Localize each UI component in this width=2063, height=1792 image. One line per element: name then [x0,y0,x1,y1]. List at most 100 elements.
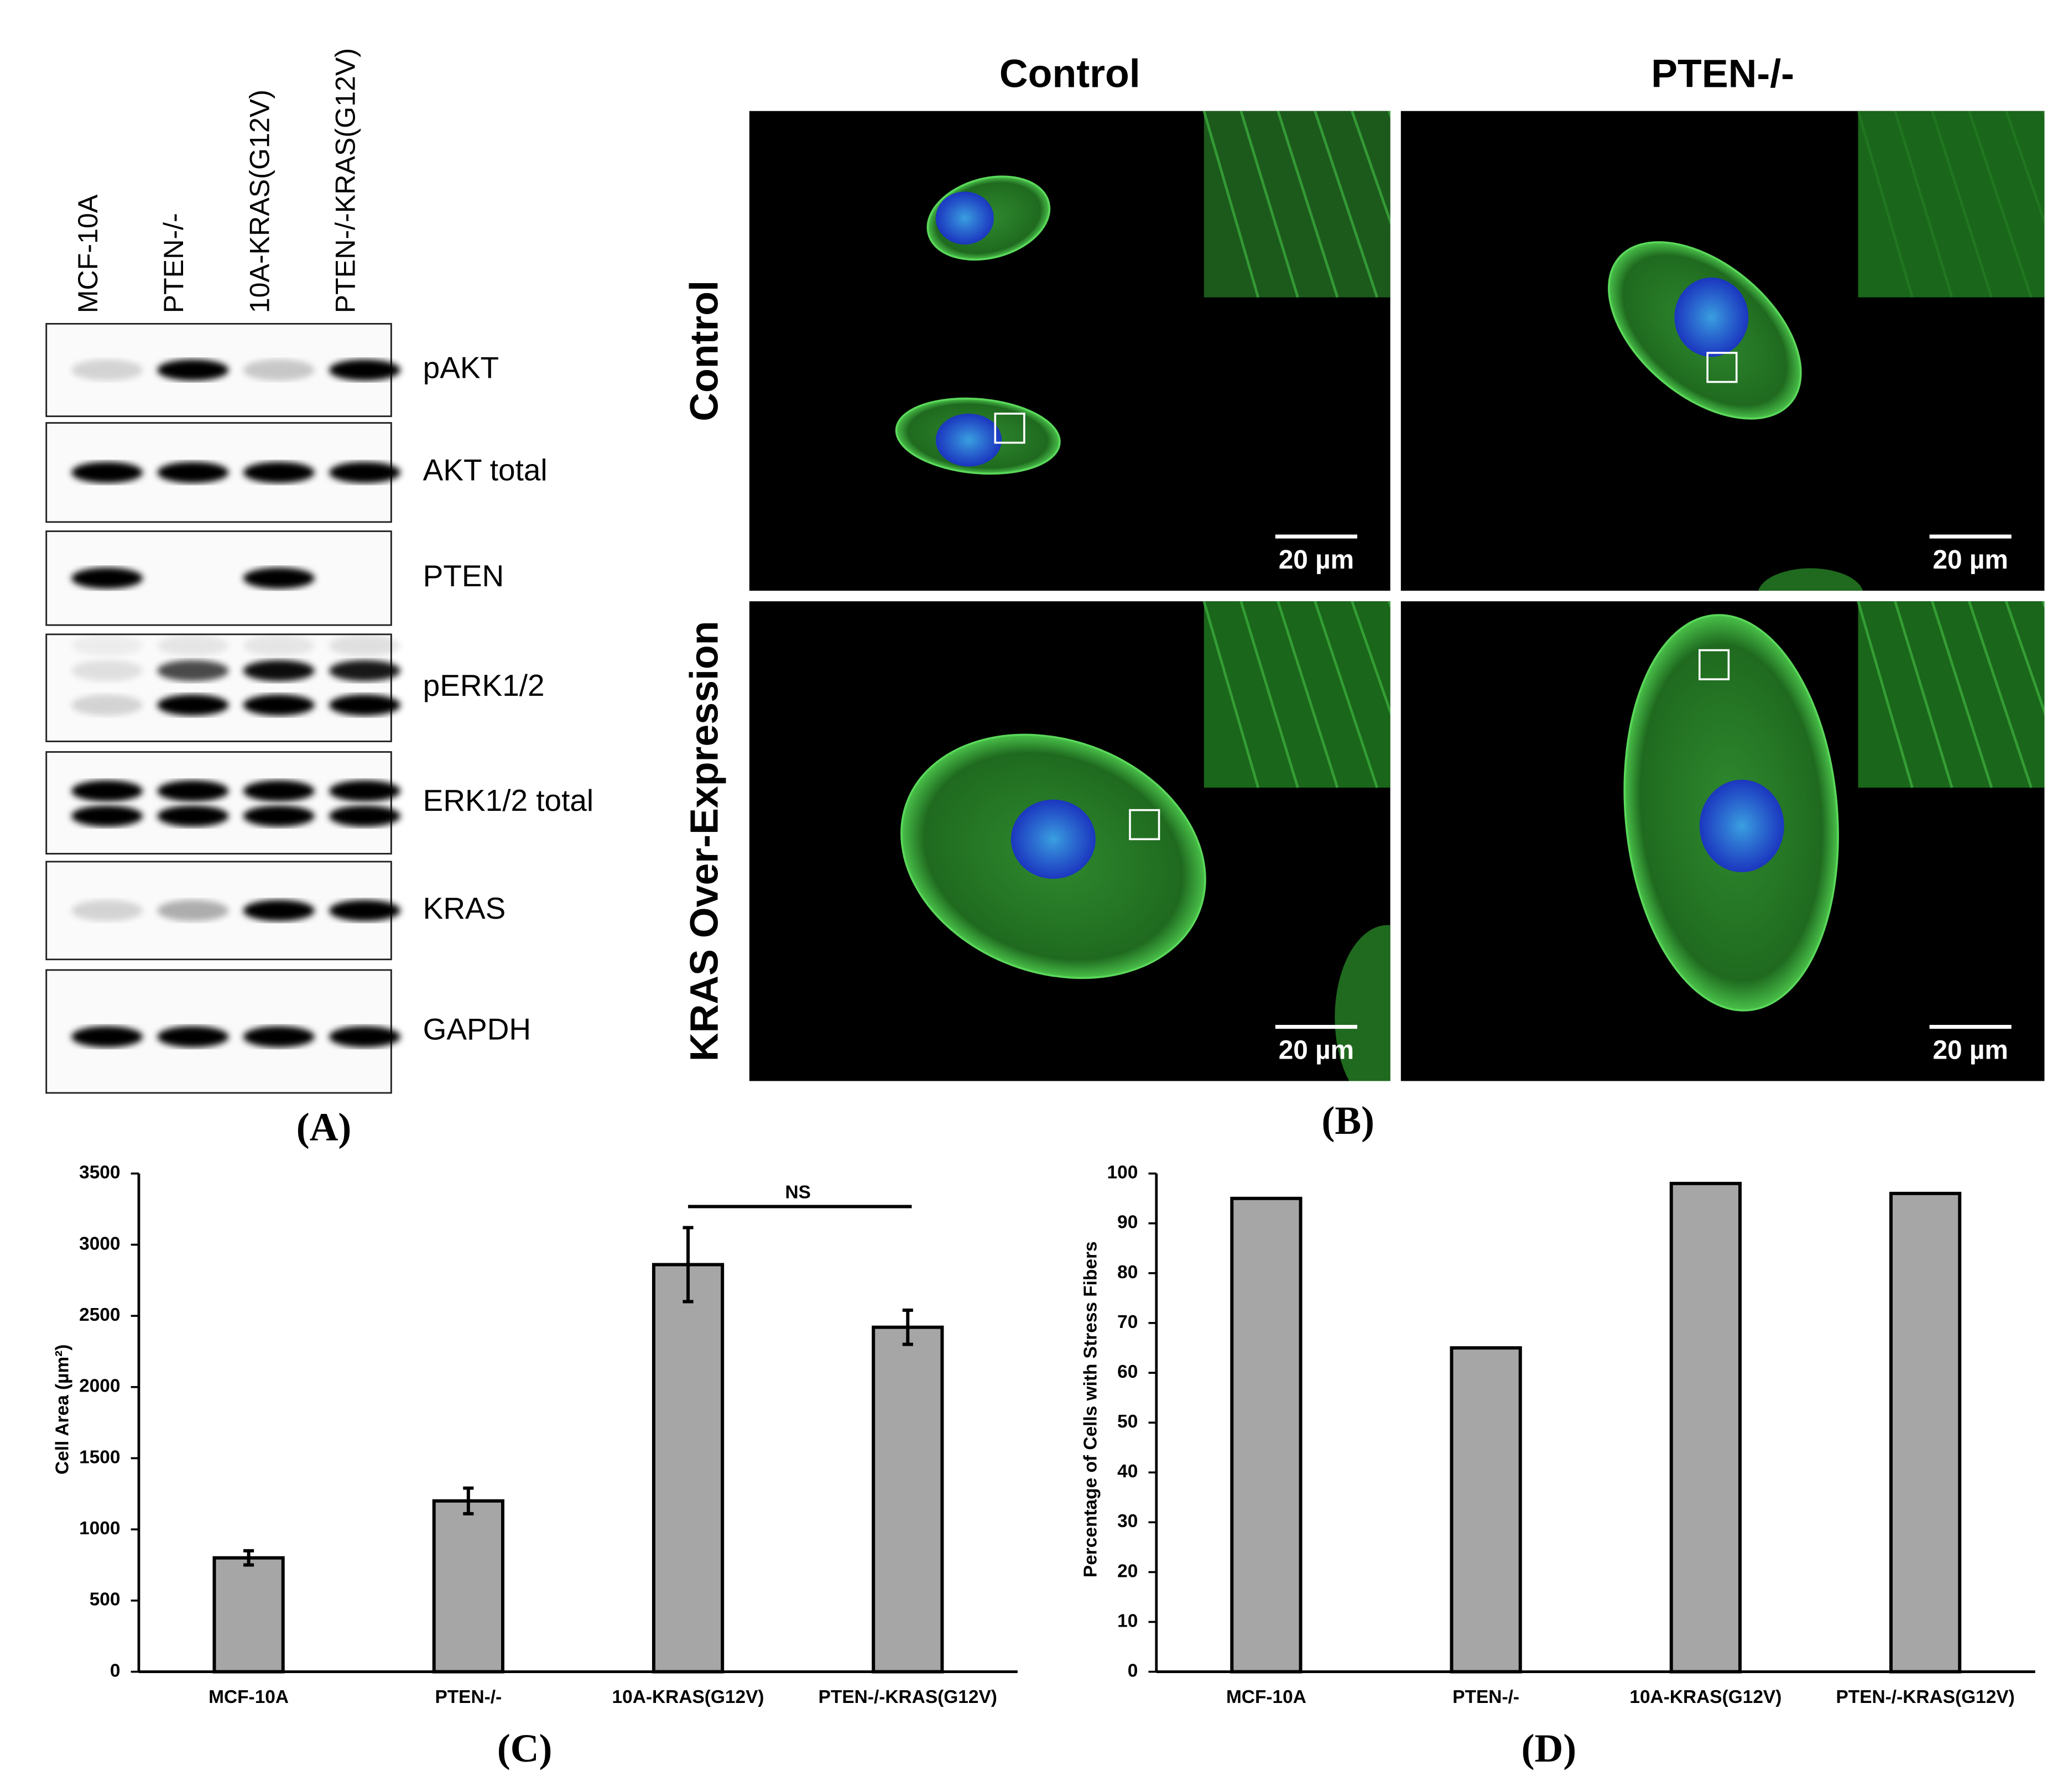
blot-band [157,462,229,483]
micrograph: 20 µm [1400,111,2045,591]
blot-band [71,567,143,589]
inset-fiber [1239,601,1299,788]
blot-band [243,359,315,381]
error-bar [902,1308,913,1346]
blot-band [157,359,229,381]
blot-band [71,635,143,657]
blot-band [157,805,229,827]
roi-box [1706,352,1738,383]
cell [1335,925,1390,1081]
micrograph: 20 µm [749,111,1390,591]
blot-band [243,635,315,657]
lane-label: PTEN-/- [158,213,189,313]
x-tick-label: 10A-KRAS(G12V) [612,1687,764,1707]
y-tick-label: 3000 [79,1233,120,1254]
blot-band [71,1026,143,1048]
inset-fiber [2004,601,2045,716]
inset-fiber [1314,601,1379,788]
blot-band [329,780,401,802]
y-tick-label: 10 [1117,1611,1138,1631]
y-tick-label: 60 [1117,1362,1138,1382]
column-title: Control [999,52,1140,96]
x-tick-label: PTEN-/- [1452,1687,1519,1707]
inset-fiber [2004,111,2045,226]
panel-label: (B) [1321,1098,1374,1143]
micrograph-content [1623,601,2045,1012]
blot-row-label: GAPDH [423,1012,531,1046]
panel-label: (C) [497,1726,553,1770]
blot-row-label: KRAS [423,891,506,925]
inset-fiber [1967,601,2033,788]
y-tick-label: 2000 [79,1376,120,1397]
x-tick-label: 10A-KRAS(G12V) [1629,1687,1781,1707]
inset [1858,111,2045,298]
blot-band [71,900,143,921]
inset-fiber [1931,601,1993,788]
blot-row-label: PTEN [423,559,504,593]
nucleus [1674,277,1749,357]
inset [1204,111,1390,298]
inset-fiber [1239,111,1299,298]
bar [1230,1196,1303,1674]
inset-fiber [1857,601,1914,788]
blot-band [71,359,143,381]
y-tick-label: 2500 [79,1305,120,1325]
y-tick-label: 50 [1117,1411,1138,1432]
inset-fiber [1314,111,1379,298]
inset-fiber [1277,601,1339,788]
bar [212,1556,285,1674]
blot-band [329,1026,401,1048]
y-tick-label: 30 [1117,1511,1138,1531]
y-tick-label: 20 [1117,1561,1138,1581]
scale-bar-label: 20 µm [1932,1036,2008,1065]
cell [1758,568,1863,591]
error-bar [243,1549,254,1567]
inset-fiber [2041,601,2045,609]
panel-label: (D) [1522,1726,1577,1770]
blot-band [329,359,401,381]
y-tick-label: 80 [1117,1262,1138,1283]
inset-fiber [1351,111,1390,226]
bar [432,1499,504,1674]
inset [1204,601,1390,788]
blot-row-label: pERK1/2 [423,668,545,702]
blot-band [329,805,401,827]
error-bar [463,1486,474,1515]
inset-fiber [1277,111,1339,298]
lane-label: PTEN-/-KRAS(G12V) [330,48,361,313]
blot-band [157,635,229,657]
y-tick-label: 3500 [79,1163,120,1183]
micrograph: 20 µm [749,601,1390,1081]
bar [1889,1191,1962,1674]
blot-band [243,660,315,681]
micrograph-content [900,601,1390,1081]
blot-band [329,635,401,657]
blot-band [329,900,401,921]
blot-band [71,805,143,827]
blot-band [243,780,315,802]
y-axis-label: Cell Area (µm²) [53,1345,73,1475]
bar [872,1325,944,1674]
nucleus [1699,779,1784,872]
panel-label: (A) [296,1105,352,1149]
blot-band [243,462,315,483]
nucleus [935,413,1002,467]
blot-row-label: AKT total [423,453,548,487]
micrograph: 20 µm [1400,601,2045,1081]
nucleus [1010,799,1096,879]
blot-band [71,694,143,716]
x-tick-label: PTEN-/- [435,1687,502,1707]
blot-band [329,462,401,483]
inset-fiber [1202,601,1260,788]
blot-band [329,694,401,716]
roi-box [1129,809,1160,841]
y-tick-label: 70 [1117,1312,1138,1332]
y-tick-label: 90 [1117,1212,1138,1233]
blot-band [243,900,315,921]
inset-fiber [1857,111,1914,298]
bar [1669,1181,1742,1674]
error-bar [683,1226,694,1304]
blot-band [71,462,143,483]
y-tick-label: 40 [1117,1461,1138,1482]
